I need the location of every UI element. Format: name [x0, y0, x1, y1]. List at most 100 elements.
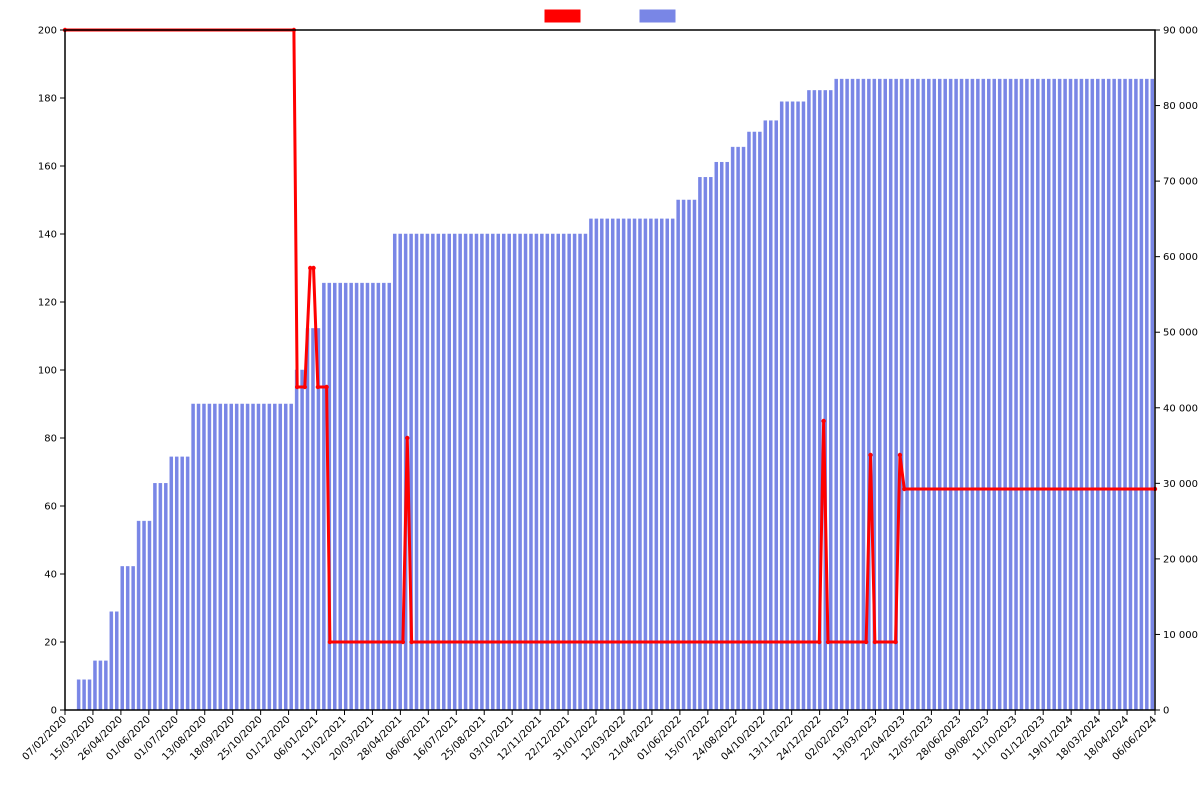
- bar: [611, 219, 614, 710]
- bar: [720, 162, 723, 710]
- bar: [644, 219, 647, 710]
- combo-chart: 020406080100120140160180200010 00020 000…: [0, 0, 1200, 800]
- line-marker: [409, 640, 413, 644]
- y-right-tick-label: 10 000: [1163, 630, 1198, 641]
- y-left-tick-label: 140: [38, 230, 57, 241]
- y-left-tick-label: 0: [51, 706, 57, 717]
- bar: [737, 147, 740, 710]
- legend-swatch-bar: [640, 10, 675, 22]
- line-marker: [898, 453, 902, 457]
- bar: [480, 234, 483, 710]
- y-right-tick-label: 50 000: [1163, 328, 1198, 339]
- bar: [1102, 79, 1105, 710]
- bar: [181, 457, 184, 710]
- bar: [747, 132, 750, 710]
- bar: [579, 234, 582, 710]
- bar: [1085, 79, 1088, 710]
- y-right-tick-label: 60 000: [1163, 252, 1198, 263]
- bar: [284, 404, 287, 710]
- bar: [807, 90, 810, 710]
- bar: [529, 234, 532, 710]
- line-marker: [893, 640, 897, 644]
- bar: [159, 483, 162, 710]
- bar: [856, 79, 859, 710]
- y-left-tick-label: 100: [38, 366, 57, 377]
- bar: [393, 234, 396, 710]
- bar: [949, 79, 952, 710]
- bar: [1025, 79, 1028, 710]
- bar: [213, 404, 216, 710]
- bar: [508, 234, 511, 710]
- bar: [1151, 79, 1154, 710]
- line-marker: [401, 640, 405, 644]
- bar: [361, 283, 364, 710]
- line-marker: [311, 266, 315, 270]
- bar: [148, 521, 151, 710]
- bar: [115, 612, 118, 710]
- bar: [851, 79, 854, 710]
- bar: [1015, 79, 1018, 710]
- bar: [453, 234, 456, 710]
- bar: [1113, 79, 1116, 710]
- bar: [502, 234, 505, 710]
- bar: [519, 234, 522, 710]
- bar: [99, 661, 102, 710]
- bar: [671, 219, 674, 710]
- bar: [987, 79, 990, 710]
- bar: [666, 219, 669, 710]
- bar: [927, 79, 930, 710]
- bar: [464, 234, 467, 710]
- bar: [617, 219, 620, 710]
- bar: [682, 200, 685, 710]
- bar: [382, 283, 385, 710]
- bar: [121, 566, 124, 710]
- bar: [906, 79, 909, 710]
- bar: [764, 121, 767, 710]
- chart-root: 020406080100120140160180200010 00020 000…: [0, 0, 1200, 800]
- bar: [600, 219, 603, 710]
- line-marker: [405, 436, 409, 440]
- bar: [110, 612, 113, 710]
- bar: [1042, 79, 1045, 710]
- bar: [911, 79, 914, 710]
- bar: [1124, 79, 1127, 710]
- bar: [693, 200, 696, 710]
- y-right-tick-label: 20 000: [1163, 554, 1198, 565]
- y-left-tick-label: 80: [44, 434, 57, 445]
- bar: [584, 234, 587, 710]
- bar: [742, 147, 745, 710]
- bar: [835, 79, 838, 710]
- bar: [197, 404, 200, 710]
- bar: [1031, 79, 1034, 710]
- bar: [878, 79, 881, 710]
- bar: [126, 566, 129, 710]
- line-marker: [316, 385, 320, 389]
- bar: [153, 483, 156, 710]
- bar: [290, 404, 293, 710]
- bar: [731, 147, 734, 710]
- bar: [170, 457, 173, 710]
- bar: [262, 404, 265, 710]
- bar: [655, 219, 658, 710]
- bar: [339, 283, 342, 710]
- bar: [638, 219, 641, 710]
- bar: [786, 102, 789, 710]
- plot-border: [65, 30, 1155, 710]
- bar: [143, 521, 146, 710]
- bar: [235, 404, 238, 710]
- line-path: [65, 30, 1155, 642]
- bar: [1129, 79, 1132, 710]
- bar: [944, 79, 947, 710]
- bar: [415, 234, 418, 710]
- y-right-tick-label: 80 000: [1163, 101, 1198, 112]
- y-right-tick-label: 30 000: [1163, 479, 1198, 490]
- bar: [186, 457, 189, 710]
- bar: [769, 121, 772, 710]
- bar: [889, 79, 892, 710]
- bar: [551, 234, 554, 710]
- bar: [219, 404, 222, 710]
- y-left-tick-label: 40: [44, 570, 57, 581]
- bar: [366, 283, 369, 710]
- bar: [589, 219, 592, 710]
- bar: [846, 79, 849, 710]
